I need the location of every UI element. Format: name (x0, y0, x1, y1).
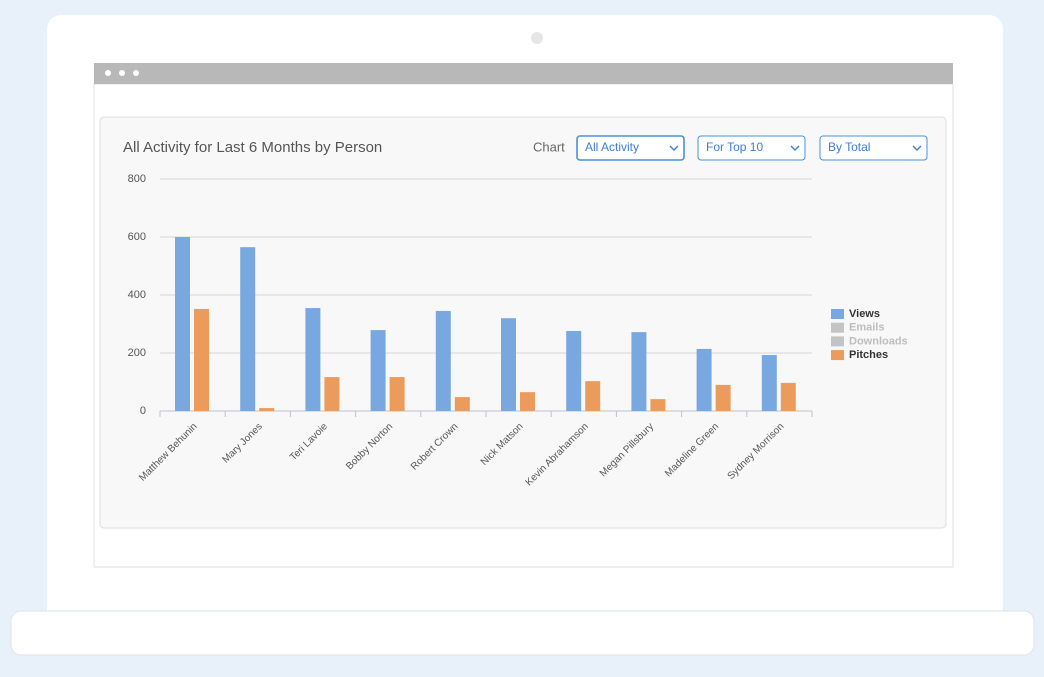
y-tick-label: 200 (128, 347, 146, 359)
dropdown-label: All Activity (585, 140, 639, 154)
legend-swatch[interactable] (831, 309, 844, 319)
y-tick-label: 600 (128, 231, 146, 243)
bar (501, 318, 516, 411)
legend-swatch[interactable] (831, 322, 844, 333)
bar (631, 332, 647, 411)
dropdown-label: By Total (828, 140, 870, 154)
y-tick-label: 0 (140, 405, 146, 417)
bar (454, 397, 470, 411)
legend-swatch[interactable] (831, 336, 844, 347)
bar (715, 384, 731, 411)
legend-label[interactable]: Downloads (849, 335, 908, 347)
y-tick-label: 400 (128, 289, 146, 301)
bar (520, 392, 535, 411)
chart-label: Chart (533, 139, 565, 154)
dropdown[interactable] (697, 135, 806, 161)
legend-label[interactable]: Views (849, 308, 880, 320)
dot (105, 70, 111, 76)
legend-label[interactable]: Pitches (849, 349, 888, 361)
dropdown[interactable] (819, 135, 928, 161)
laptop-base (10, 610, 1035, 656)
dropdown[interactable] (576, 135, 685, 161)
bar (650, 399, 666, 411)
bar (305, 308, 321, 411)
bar (696, 348, 712, 411)
bar (370, 330, 386, 411)
bar (324, 377, 340, 411)
panel (99, 116, 947, 529)
bar (780, 382, 796, 411)
dot (119, 70, 125, 76)
bar (240, 247, 256, 411)
bar (585, 381, 601, 411)
browser-bar (94, 63, 953, 84)
y-tick-label: 800 (128, 173, 146, 185)
bar (435, 310, 451, 411)
bar (259, 408, 275, 411)
bar (194, 308, 209, 411)
legend-label[interactable]: Emails (849, 322, 884, 334)
chart-title: All Activity for Last 6 Months by Person (123, 139, 382, 156)
dropdown-arrow (790, 145, 800, 151)
dropdown-arrow (912, 145, 922, 151)
dropdown-label: For Top 10 (706, 140, 763, 154)
dropdown-arrow (669, 145, 679, 151)
bar (566, 330, 582, 411)
camera (531, 32, 543, 44)
legend-swatch[interactable] (831, 350, 844, 361)
bar (175, 237, 190, 411)
bar (761, 355, 777, 411)
bar (389, 377, 405, 411)
dot (133, 70, 139, 76)
